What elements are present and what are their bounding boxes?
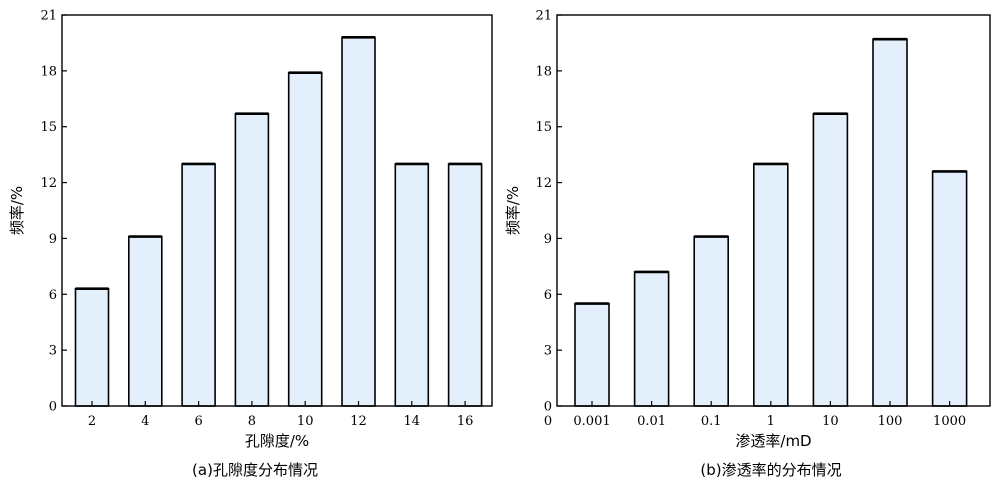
chart-b-x-tick-label: 10	[822, 414, 839, 429]
chart-b-x-tick-label: 0.001	[573, 414, 610, 429]
chart-b-y-tick-label: 0	[544, 400, 552, 415]
chart-b-y-tick-label: 12	[535, 176, 552, 191]
chart-a-y-axis-label: 频率/%	[8, 186, 26, 235]
chart-a-y-tick-label: 21	[40, 9, 57, 24]
chart-a-plot-frame	[61, 14, 493, 407]
chart-a-x-tick-label: 8	[248, 414, 256, 429]
chart-a-x-tick-label: 10	[297, 414, 314, 429]
chart-a-y-tick-label: 0	[49, 400, 57, 415]
chart-a-x-tick-label: 6	[194, 414, 202, 429]
chart-b-bar	[872, 38, 908, 407]
chart-a-x-tick-label: 16	[457, 414, 474, 429]
chart-b-y-tick-label: 18	[535, 64, 552, 79]
chart-a-bar	[287, 71, 323, 407]
chart-a-bar	[447, 163, 483, 407]
chart-b-bar	[812, 112, 849, 407]
chart-a-y-tick-label: 15	[40, 120, 57, 135]
chart-a-bar	[234, 112, 270, 407]
chart-b-bar	[693, 235, 730, 407]
chart-a-bar	[181, 163, 216, 407]
chart-b-bar	[931, 170, 968, 407]
chart-a-x-tick-label: 12	[350, 414, 367, 429]
chart-b-x-tick-label: 0.1	[701, 414, 722, 429]
chart-b-y-tick-label: 6	[544, 288, 552, 303]
chart-a-bar	[341, 36, 376, 407]
chart-b-y-tick-label: 21	[535, 9, 552, 24]
chart-b-y-tick-label: 9	[544, 232, 552, 247]
chart-a-y-tick-label: 9	[49, 232, 57, 247]
chart-b-y-tick-label: 15	[535, 120, 552, 135]
chart-b-x-tick-label: 1	[767, 414, 775, 429]
chart-a-bar	[128, 235, 163, 407]
chart-a-y-tick-label: 6	[49, 288, 57, 303]
chart-a-x-tick-label: 2	[88, 414, 96, 429]
chart-a-x-tick-label: 14	[404, 414, 421, 429]
chart-b-x-tick-label: 1000	[933, 414, 966, 429]
chart-b-bar	[574, 302, 610, 407]
chart-b-x-origin-label: 0	[544, 414, 552, 429]
chart-b-caption: (b)渗透率的分布情况	[700, 461, 841, 479]
chart-b-x-tick-label: 0.01	[637, 414, 666, 429]
chart-a-y-tick-label: 12	[40, 176, 57, 191]
chart-b-y-axis-label: 频率/%	[504, 186, 522, 235]
chart-b-bar	[633, 271, 670, 407]
chart-b-y-tick-label: 3	[544, 344, 552, 359]
chart-a-y-tick-label: 3	[49, 344, 57, 359]
chart-a-bar	[74, 287, 110, 407]
chart-a-caption: (a)孔隙度分布情况	[192, 461, 318, 479]
chart-b-plot-frame	[556, 14, 991, 407]
chart-a-y-tick-label: 18	[40, 64, 57, 79]
chart-b-x-tick-label: 100	[878, 414, 903, 429]
chart-b-x-axis-label: 渗透率/mD	[735, 432, 811, 450]
chart-b-bar	[752, 163, 789, 407]
chart-a-x-axis-label: 孔隙度/%	[245, 432, 309, 450]
chart-a-x-tick-label: 4	[141, 414, 149, 429]
chart-a-bar	[394, 163, 430, 407]
